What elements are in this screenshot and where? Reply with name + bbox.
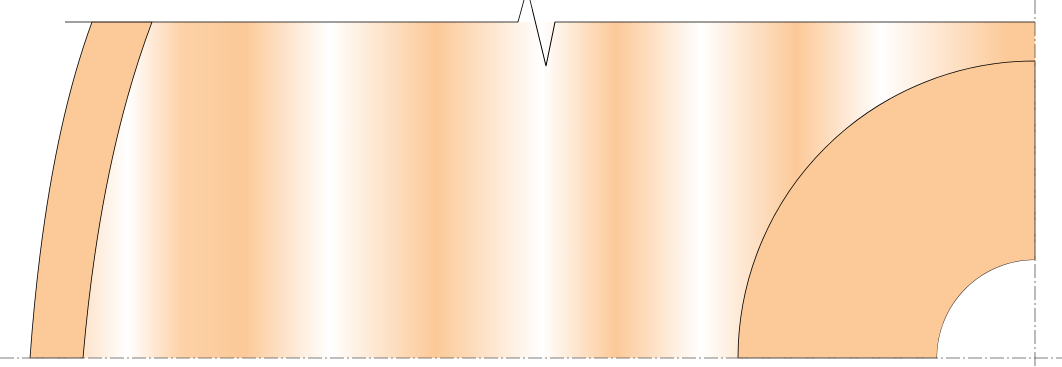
break-line <box>529 0 556 67</box>
top-edge <box>65 0 525 23</box>
break-gap <box>518 0 532 22</box>
bore <box>937 260 1035 358</box>
break-line <box>517 0 525 23</box>
